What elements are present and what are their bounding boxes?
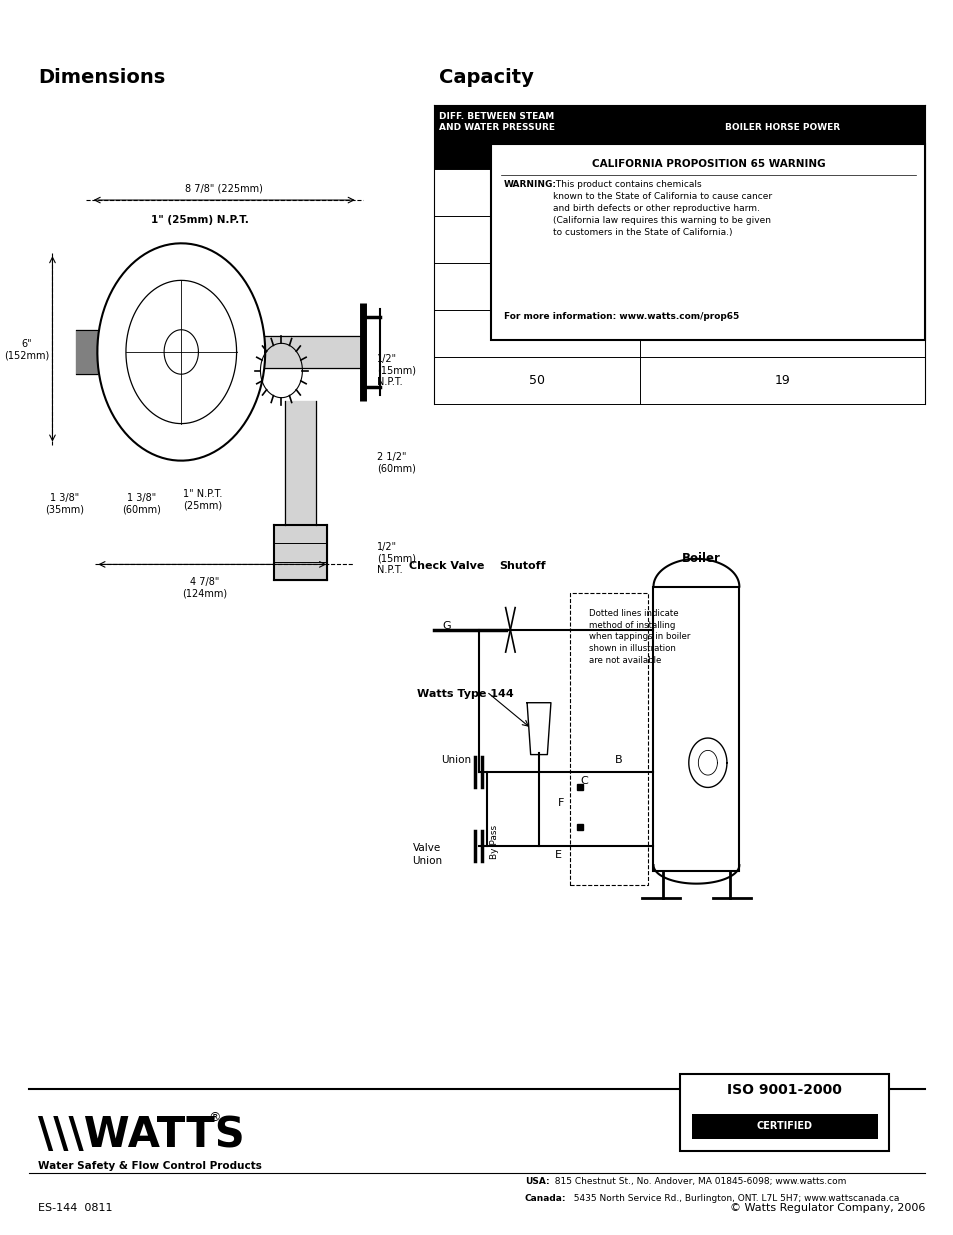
FancyBboxPatch shape: [679, 1074, 888, 1151]
Text: 8: 8: [778, 186, 786, 199]
Text: 6"
(152mm): 6" (152mm): [4, 338, 50, 361]
Text: E: E: [554, 850, 561, 860]
Text: 1/2"
(15mm)
N.P.T.: 1/2" (15mm) N.P.T.: [376, 354, 416, 387]
Text: 1 3/8"
(35mm): 1 3/8" (35mm): [46, 493, 84, 515]
Text: 19: 19: [774, 374, 790, 387]
Text: 5435 North Service Rd., Burlington, ONT. L7L 5H7; www.wattscanada.ca: 5435 North Service Rd., Burlington, ONT.…: [567, 1194, 898, 1203]
Text: 1" N.P.T.
(25mm): 1" N.P.T. (25mm): [182, 489, 222, 511]
Text: 13: 13: [774, 233, 790, 246]
Text: ES-144  0811: ES-144 0811: [38, 1203, 112, 1213]
Polygon shape: [274, 525, 326, 580]
Text: ®: ®: [208, 1112, 220, 1125]
FancyBboxPatch shape: [491, 144, 924, 340]
Text: Water Safety & Flow Control Products: Water Safety & Flow Control Products: [38, 1161, 262, 1171]
Text: Shutoff: Shutoff: [499, 561, 545, 571]
Bar: [653, 587, 739, 871]
Text: CALIFORNIA PROPOSITION 65 WARNING: CALIFORNIA PROPOSITION 65 WARNING: [591, 159, 824, 169]
Text: 50: 50: [529, 374, 545, 387]
Text: USA:: USA:: [524, 1177, 549, 1186]
Text: BOILER HORSE POWER: BOILER HORSE POWER: [724, 122, 840, 132]
Text: Capacity: Capacity: [438, 68, 533, 86]
Text: This product contains chemicals
known to the State of California to cause cancer: This product contains chemicals known to…: [553, 180, 772, 237]
Text: G: G: [441, 621, 451, 631]
Text: 30: 30: [529, 280, 544, 293]
Polygon shape: [526, 703, 550, 755]
Text: 1" (25mm) N.P.T.: 1" (25mm) N.P.T.: [152, 215, 249, 225]
Bar: [691, 1114, 877, 1139]
Text: Boiler: Boiler: [681, 552, 720, 564]
Text: Canada:: Canada:: [524, 1194, 566, 1203]
Text: Watts Type 144: Watts Type 144: [416, 689, 514, 699]
Text: ISO 9001-2000: ISO 9001-2000: [726, 1083, 841, 1097]
Text: Union: Union: [440, 755, 471, 764]
Text: F: F: [558, 798, 563, 808]
FancyBboxPatch shape: [434, 105, 924, 169]
Text: Check Valve: Check Valve: [408, 561, 484, 571]
Text: DIFF. BETWEEN STEAM
AND WATER PRESSURE: DIFF. BETWEEN STEAM AND WATER PRESSURE: [438, 112, 555, 132]
Text: 18: 18: [774, 327, 790, 340]
Text: 8 7/8" (225mm): 8 7/8" (225mm): [185, 184, 263, 194]
Text: 20: 20: [529, 233, 544, 246]
Text: C: C: [579, 776, 587, 785]
Text: Dotted lines indicate
method of installing
when tappings in boiler
shown in illu: Dotted lines indicate method of installi…: [588, 609, 689, 666]
Text: 4 7/8"
(124mm): 4 7/8" (124mm): [182, 577, 228, 598]
Text: 16: 16: [774, 280, 790, 293]
Text: For more information: www.watts.com/prop65: For more information: www.watts.com/prop…: [503, 312, 739, 321]
Text: 2 1/2"
(60mm): 2 1/2" (60mm): [376, 452, 416, 474]
Text: CERTIFIED: CERTIFIED: [756, 1121, 812, 1131]
Text: Dimensions: Dimensions: [38, 68, 165, 86]
Text: 10: 10: [529, 186, 544, 199]
Text: Valve
Union: Valve Union: [412, 844, 442, 866]
Text: 40: 40: [529, 327, 544, 340]
Text: B: B: [614, 755, 621, 764]
Text: \\\WATTS: \\\WATTS: [38, 1114, 245, 1156]
Text: 815 Chestnut St., No. Andover, MA 01845-6098; www.watts.com: 815 Chestnut St., No. Andover, MA 01845-…: [548, 1177, 845, 1186]
Text: By Pass: By Pass: [489, 825, 498, 860]
Text: 1 3/8"
(60mm): 1 3/8" (60mm): [122, 493, 160, 515]
Text: 1/2"
(15mm)
N.P.T.: 1/2" (15mm) N.P.T.: [376, 542, 416, 574]
Text: WARNING:: WARNING:: [503, 180, 557, 189]
Text: © Watts Regulator Company, 2006: © Watts Regulator Company, 2006: [729, 1203, 924, 1213]
